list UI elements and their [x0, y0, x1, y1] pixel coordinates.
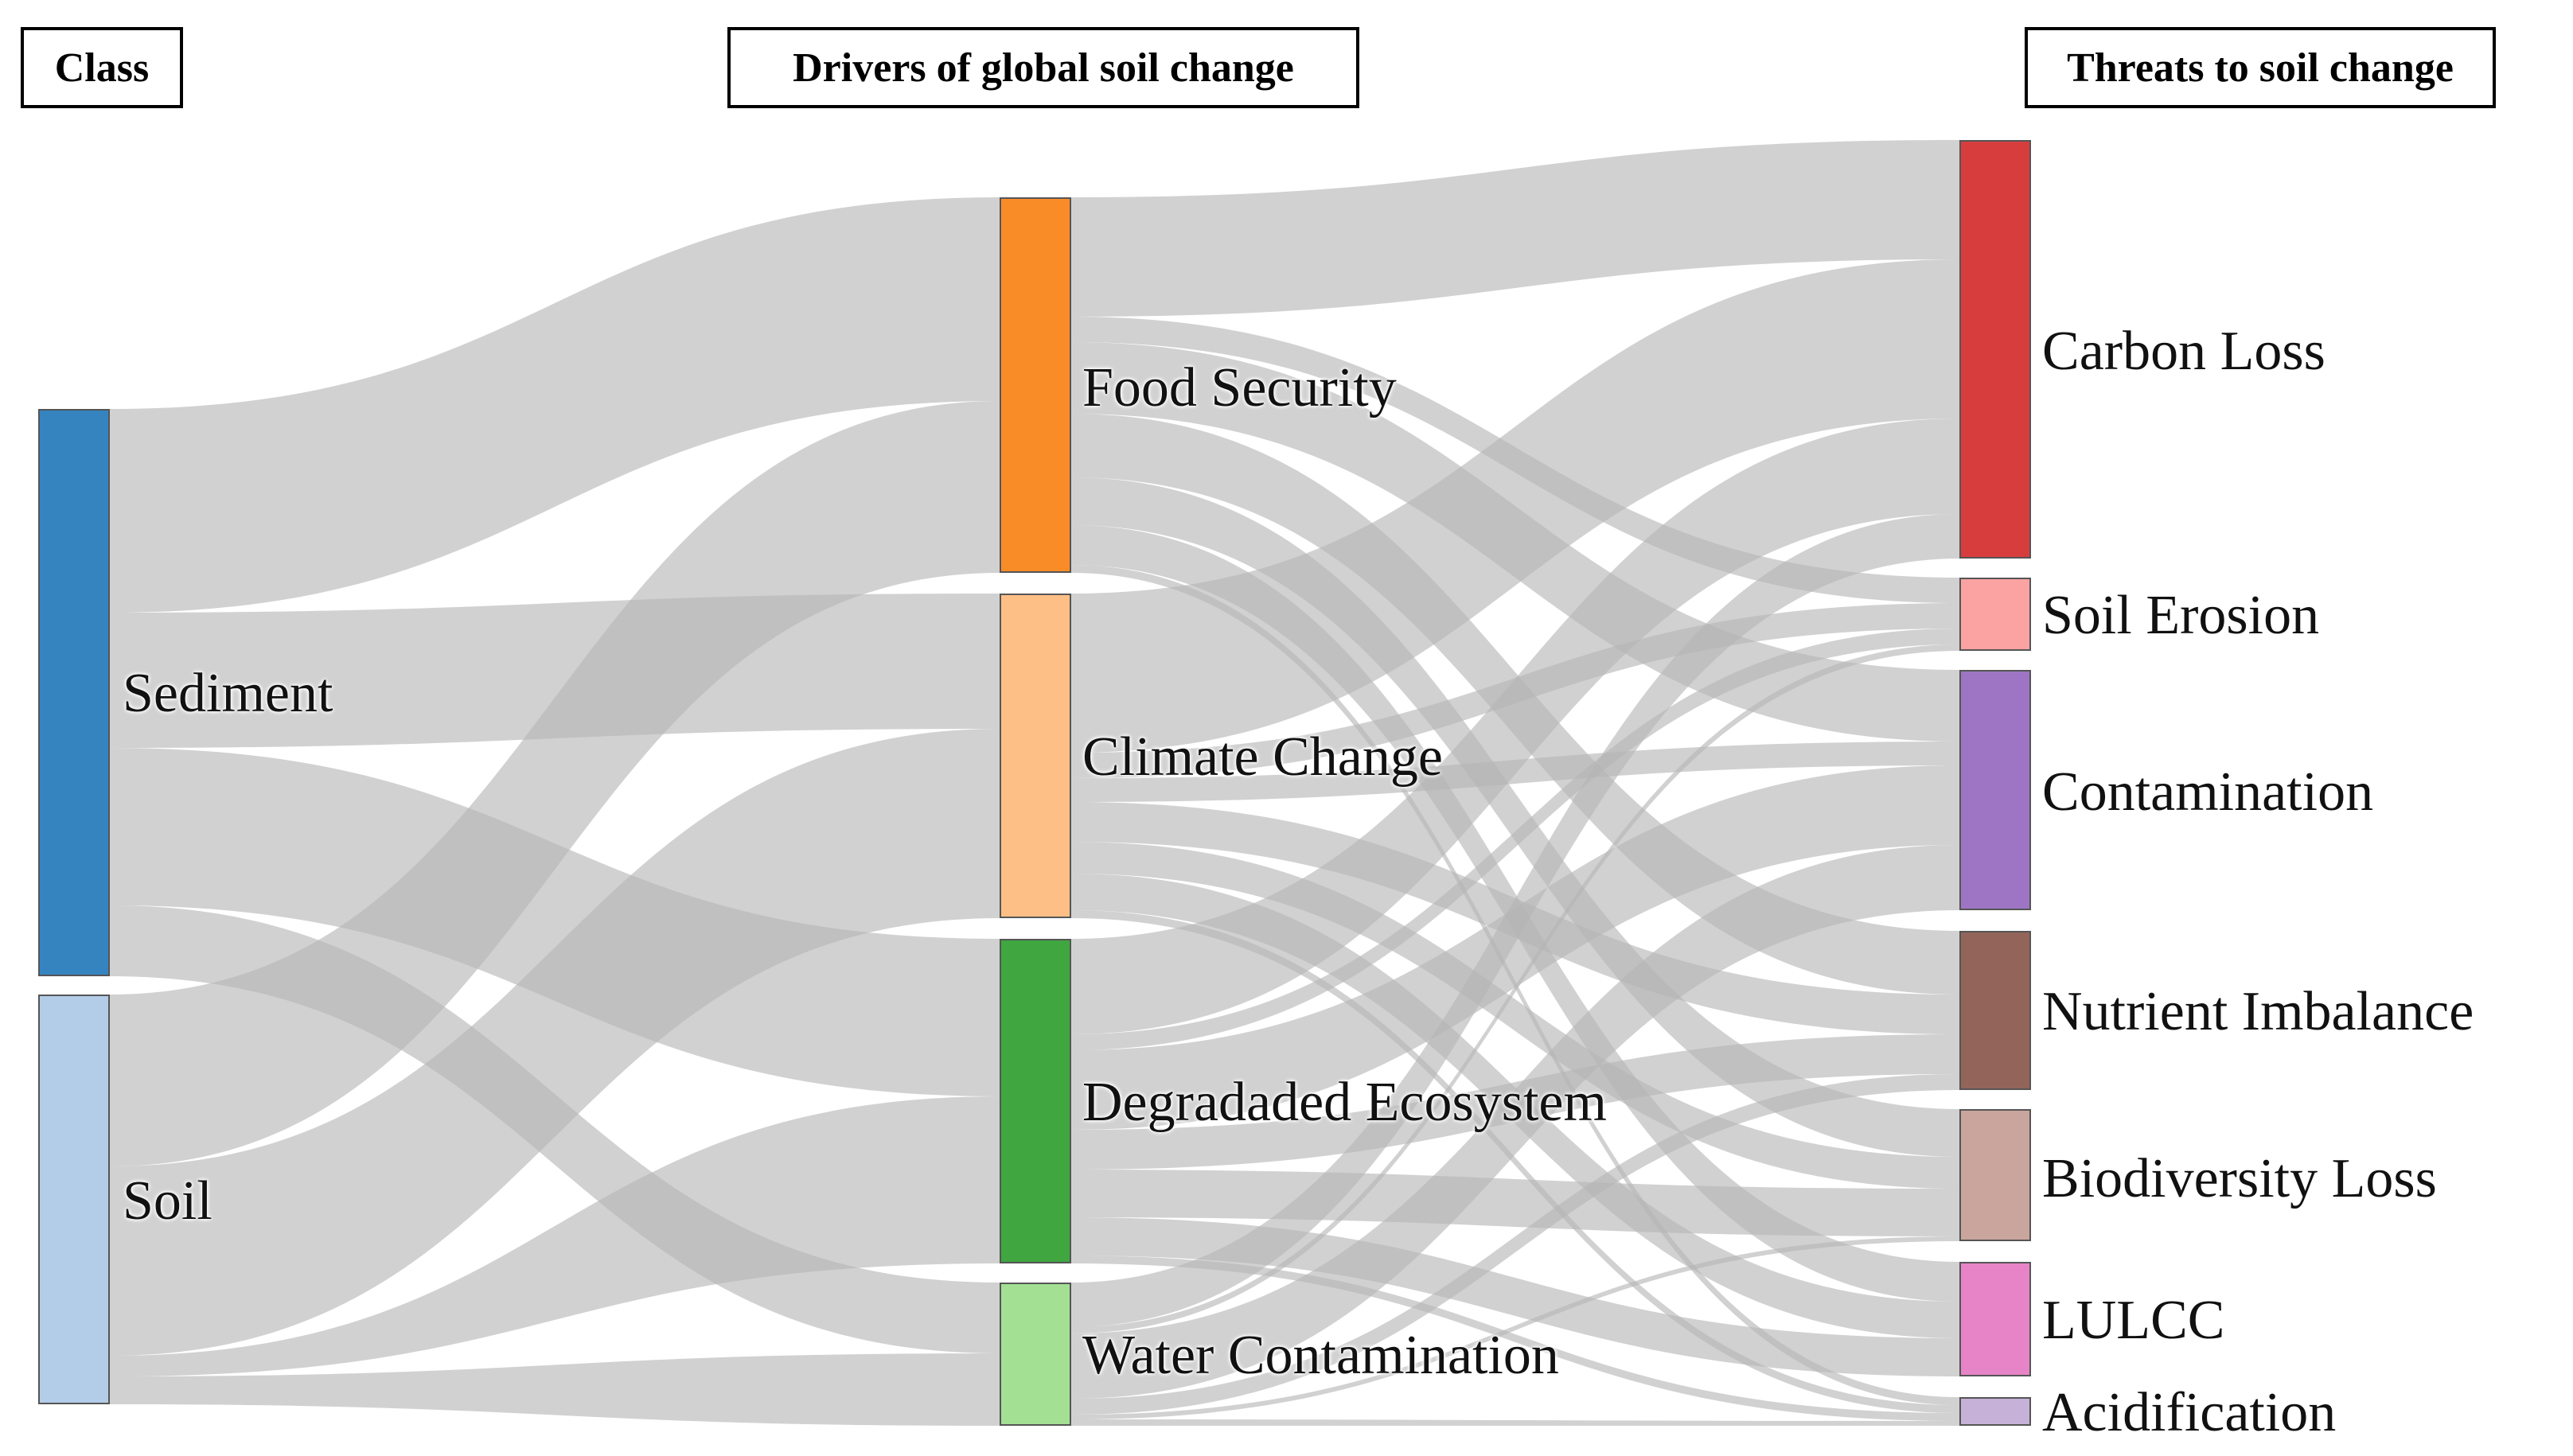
- node-water-contamination: [1000, 1283, 1071, 1426]
- link-food-security-biodiversity-loss: [1071, 477, 1959, 1157]
- link-soil-food-security: [110, 401, 1000, 1166]
- node-carbon-loss: [1959, 140, 2031, 559]
- label-acidification: Acidification: [2042, 1382, 2337, 1443]
- link-food-security-carbon-loss: [1071, 140, 1959, 317]
- label-biodiversity-loss: Biodiversity Loss: [2042, 1148, 2437, 1209]
- node-acidification: [1959, 1397, 2031, 1426]
- link-water-contamination-biodiversity-loss: [1071, 1236, 1959, 1419]
- node-contamination: [1959, 670, 2031, 910]
- label-lulcc: LULCC: [2042, 1290, 2225, 1351]
- link-degraded-ecosystem-acidification: [1071, 1256, 1959, 1421]
- node-food-security: [1000, 197, 1071, 573]
- node-nutrient-imbalance: [1959, 931, 2031, 1090]
- label-soil: Soil: [123, 1170, 212, 1232]
- node-biodiversity-loss: [1959, 1109, 2031, 1241]
- node-soil: [38, 995, 110, 1404]
- link-degraded-ecosystem-contamination: [1071, 765, 1959, 1130]
- node-soil-erosion: [1959, 578, 2031, 651]
- link-degraded-ecosystem-carbon-loss: [1071, 419, 1959, 1034]
- link-water-contamination-carbon-loss: [1071, 514, 1959, 1327]
- link-climate-change-biodiversity-loss: [1071, 842, 1959, 1189]
- label-nutrient-imbalance: Nutrient Imbalance: [2042, 981, 2474, 1042]
- header-threats: Threats to soil change: [2025, 27, 2496, 108]
- link-water-contamination-acidification: [1071, 1419, 1959, 1426]
- header-drivers-text: Drivers of global soil change: [793, 45, 1294, 91]
- link-water-contamination-contamination: [1071, 845, 1959, 1399]
- link-climate-change-acidification: [1071, 910, 1959, 1413]
- node-climate-change: [1000, 594, 1071, 918]
- header-class: Class: [21, 27, 183, 108]
- header-threats-text: Threats to soil change: [2067, 45, 2454, 91]
- link-degraded-ecosystem-soil-erosion: [1071, 629, 1959, 1050]
- link-soil-water-contamination: [110, 1353, 1000, 1426]
- label-soil-erosion: Soil Erosion: [2042, 585, 2320, 646]
- node-sediment: [38, 409, 110, 976]
- label-sediment: Sediment: [123, 663, 333, 724]
- label-water-contamination: Water Contamination: [1082, 1325, 1559, 1386]
- label-climate-change: Climate Change: [1082, 726, 1443, 788]
- label-contamination: Contamination: [2042, 761, 2374, 823]
- node-degraded-ecosystem: [1000, 939, 1071, 1263]
- link-water-contamination-soil-erosion: [1071, 644, 1959, 1333]
- link-climate-change-carbon-loss: [1071, 259, 1959, 753]
- link-sediment-food-security: [110, 197, 1000, 613]
- header-drivers: Drivers of global soil change: [727, 27, 1359, 108]
- node-lulcc: [1959, 1262, 2031, 1376]
- link-degraded-ecosystem-biodiversity-loss: [1071, 1170, 1959, 1236]
- label-degraded-ecosystem: Degradaded Ecosystem: [1082, 1072, 1607, 1133]
- link-soil-climate-change: [110, 729, 1000, 1356]
- label-carbon-loss: Carbon Loss: [2042, 321, 2325, 382]
- link-sediment-degraded-ecosystem: [110, 748, 1000, 1096]
- header-class-text: Class: [54, 45, 150, 91]
- label-food-security: Food Security: [1082, 357, 1397, 419]
- link-water-contamination-nutrient-imbalance: [1071, 1074, 1959, 1415]
- link-soil-degraded-ecosystem: [110, 1096, 1000, 1376]
